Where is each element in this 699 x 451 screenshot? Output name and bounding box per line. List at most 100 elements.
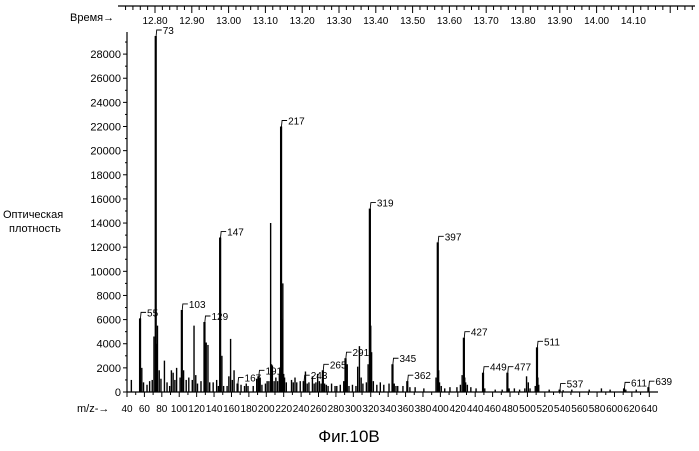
- x-tick-label: 380: [415, 404, 432, 415]
- time-tick-label: 13.40: [363, 16, 388, 27]
- peak-leader-line: [181, 303, 188, 314]
- peak-label: 129: [211, 312, 228, 323]
- y-tick-label: 6000: [97, 315, 121, 327]
- y-axis-label-line2: плотность: [9, 223, 61, 235]
- time-tick-label: 13.90: [547, 16, 572, 27]
- x-tick-label: 620: [624, 404, 641, 415]
- x-tick-label: 560: [571, 404, 588, 415]
- peak-label: 345: [400, 354, 417, 365]
- x-tick-label: 540: [554, 404, 571, 415]
- x-tick-label: 520: [536, 404, 553, 415]
- x-tick-label: 140: [206, 404, 223, 415]
- y-tick-label: 8000: [97, 290, 121, 302]
- time-tick-label: 13.30: [326, 16, 351, 27]
- x-tick-label: 220: [275, 404, 292, 415]
- time-tick-label: 14.00: [584, 16, 609, 27]
- time-tick-label: 13.80: [510, 16, 535, 27]
- peak-label: 477: [514, 363, 531, 374]
- y-tick-label: 26000: [90, 73, 121, 85]
- y-axis: 0 2000 4000 6000 8000 10000 12000 14000 16000 180…: [90, 32, 128, 399]
- x-tick-label: 320: [362, 404, 379, 415]
- time-tick-label: 13.60: [437, 16, 462, 27]
- x-tick-label: 80: [156, 404, 168, 415]
- x-tick-label: 360: [397, 404, 414, 415]
- x-tick-label: 40: [121, 404, 133, 415]
- peak-leader-line: [437, 235, 444, 247]
- y-tick-label: 24000: [90, 97, 121, 109]
- peak-leader-line: [139, 311, 147, 323]
- time-tick-label: 13.50: [400, 16, 425, 27]
- y-tick-label: 22000: [90, 122, 121, 134]
- x-tick-label: 160: [223, 404, 240, 415]
- peak-leader-line: [463, 331, 470, 342]
- y-tick-label: 10000: [90, 266, 121, 278]
- x-tick-label: 480: [502, 404, 519, 415]
- x-tick-label: 500: [519, 404, 536, 415]
- y-tick-label: 2000: [97, 363, 121, 375]
- x-tick-label: 440: [467, 404, 484, 415]
- time-tick-label: 13.10: [253, 16, 278, 27]
- x-axis-label: m/z-→: [77, 403, 109, 415]
- peak-label: 537: [567, 380, 584, 391]
- peak-leader-line: [559, 383, 566, 394]
- x-tick-label: 180: [241, 404, 258, 415]
- x-tick-label: 400: [432, 404, 449, 415]
- x-tick-label: 280: [328, 404, 345, 415]
- peak-leader-line: [623, 381, 631, 393]
- peak-label: 191: [265, 366, 282, 377]
- x-axis: 40 60 80 100 120 140 160 180 200 220 240 260 280 300 3…: [121, 391, 658, 415]
- x-tick-label: 300: [345, 404, 362, 415]
- peak-label: 639: [655, 377, 672, 388]
- peak-label: 511: [544, 337, 560, 348]
- y-tick-label: 28000: [90, 49, 121, 61]
- x-tick-label: 420: [449, 404, 466, 415]
- peak-label: 397: [445, 232, 462, 243]
- peak-label: 217: [288, 117, 305, 128]
- peak-label: 55: [147, 308, 159, 319]
- time-tick-label: 13.70: [474, 16, 499, 27]
- peak-label: 147: [227, 228, 244, 239]
- peak-leader-line: [219, 231, 227, 242]
- x-tick-label: 460: [484, 404, 501, 415]
- peak-leader-line: [536, 340, 544, 352]
- peak-leader-line: [345, 351, 352, 363]
- peak-label: 103: [189, 300, 206, 311]
- peak-leader-line: [482, 366, 490, 377]
- time-axis: 12.80 12.90 13.00 13.10 13.20 13.30 13.40 13.50…: [118, 5, 695, 27]
- peak-leader-line: [369, 202, 376, 213]
- peak-leader-line: [155, 29, 162, 41]
- x-tick-label: 340: [380, 404, 397, 415]
- peak-label: 73: [163, 26, 175, 37]
- peak-label: 291: [352, 348, 369, 359]
- peak-leader-line: [303, 374, 310, 386]
- time-axis-label: Время→: [70, 12, 114, 24]
- peak-leader-line: [257, 369, 265, 381]
- spectrum-bars: [130, 36, 650, 392]
- y-tick-label: 4000: [97, 339, 121, 351]
- y-tick-label: 18000: [90, 170, 121, 182]
- peak-label: 319: [377, 199, 394, 210]
- peak-leader-line: [322, 363, 329, 375]
- x-tick-label: 200: [258, 404, 275, 415]
- peak-leader-line: [406, 374, 414, 386]
- y-tick-label: 0: [115, 387, 121, 399]
- x-tick-label: 580: [589, 404, 606, 415]
- peak-label: 449: [490, 363, 507, 374]
- y-tick-label: 16000: [90, 194, 121, 206]
- peak-label: 265: [330, 360, 347, 371]
- time-tick-label: 12.90: [179, 16, 204, 27]
- figure-caption: Фиг.10B: [318, 427, 380, 446]
- x-tick-label: 100: [171, 404, 188, 415]
- peak-label: 243: [311, 371, 328, 382]
- x-tick-label: 240: [293, 404, 310, 415]
- x-tick-label: 640: [641, 404, 658, 415]
- peak-leader-line: [647, 380, 655, 392]
- y-axis-label-line1: Оптическая: [3, 209, 63, 221]
- x-tick-label: 260: [310, 404, 327, 415]
- time-tick-label: 12.80: [142, 16, 167, 27]
- peak-leader-line: [280, 120, 288, 131]
- peak-label: 611: [631, 378, 647, 389]
- peak-label: 362: [414, 371, 431, 382]
